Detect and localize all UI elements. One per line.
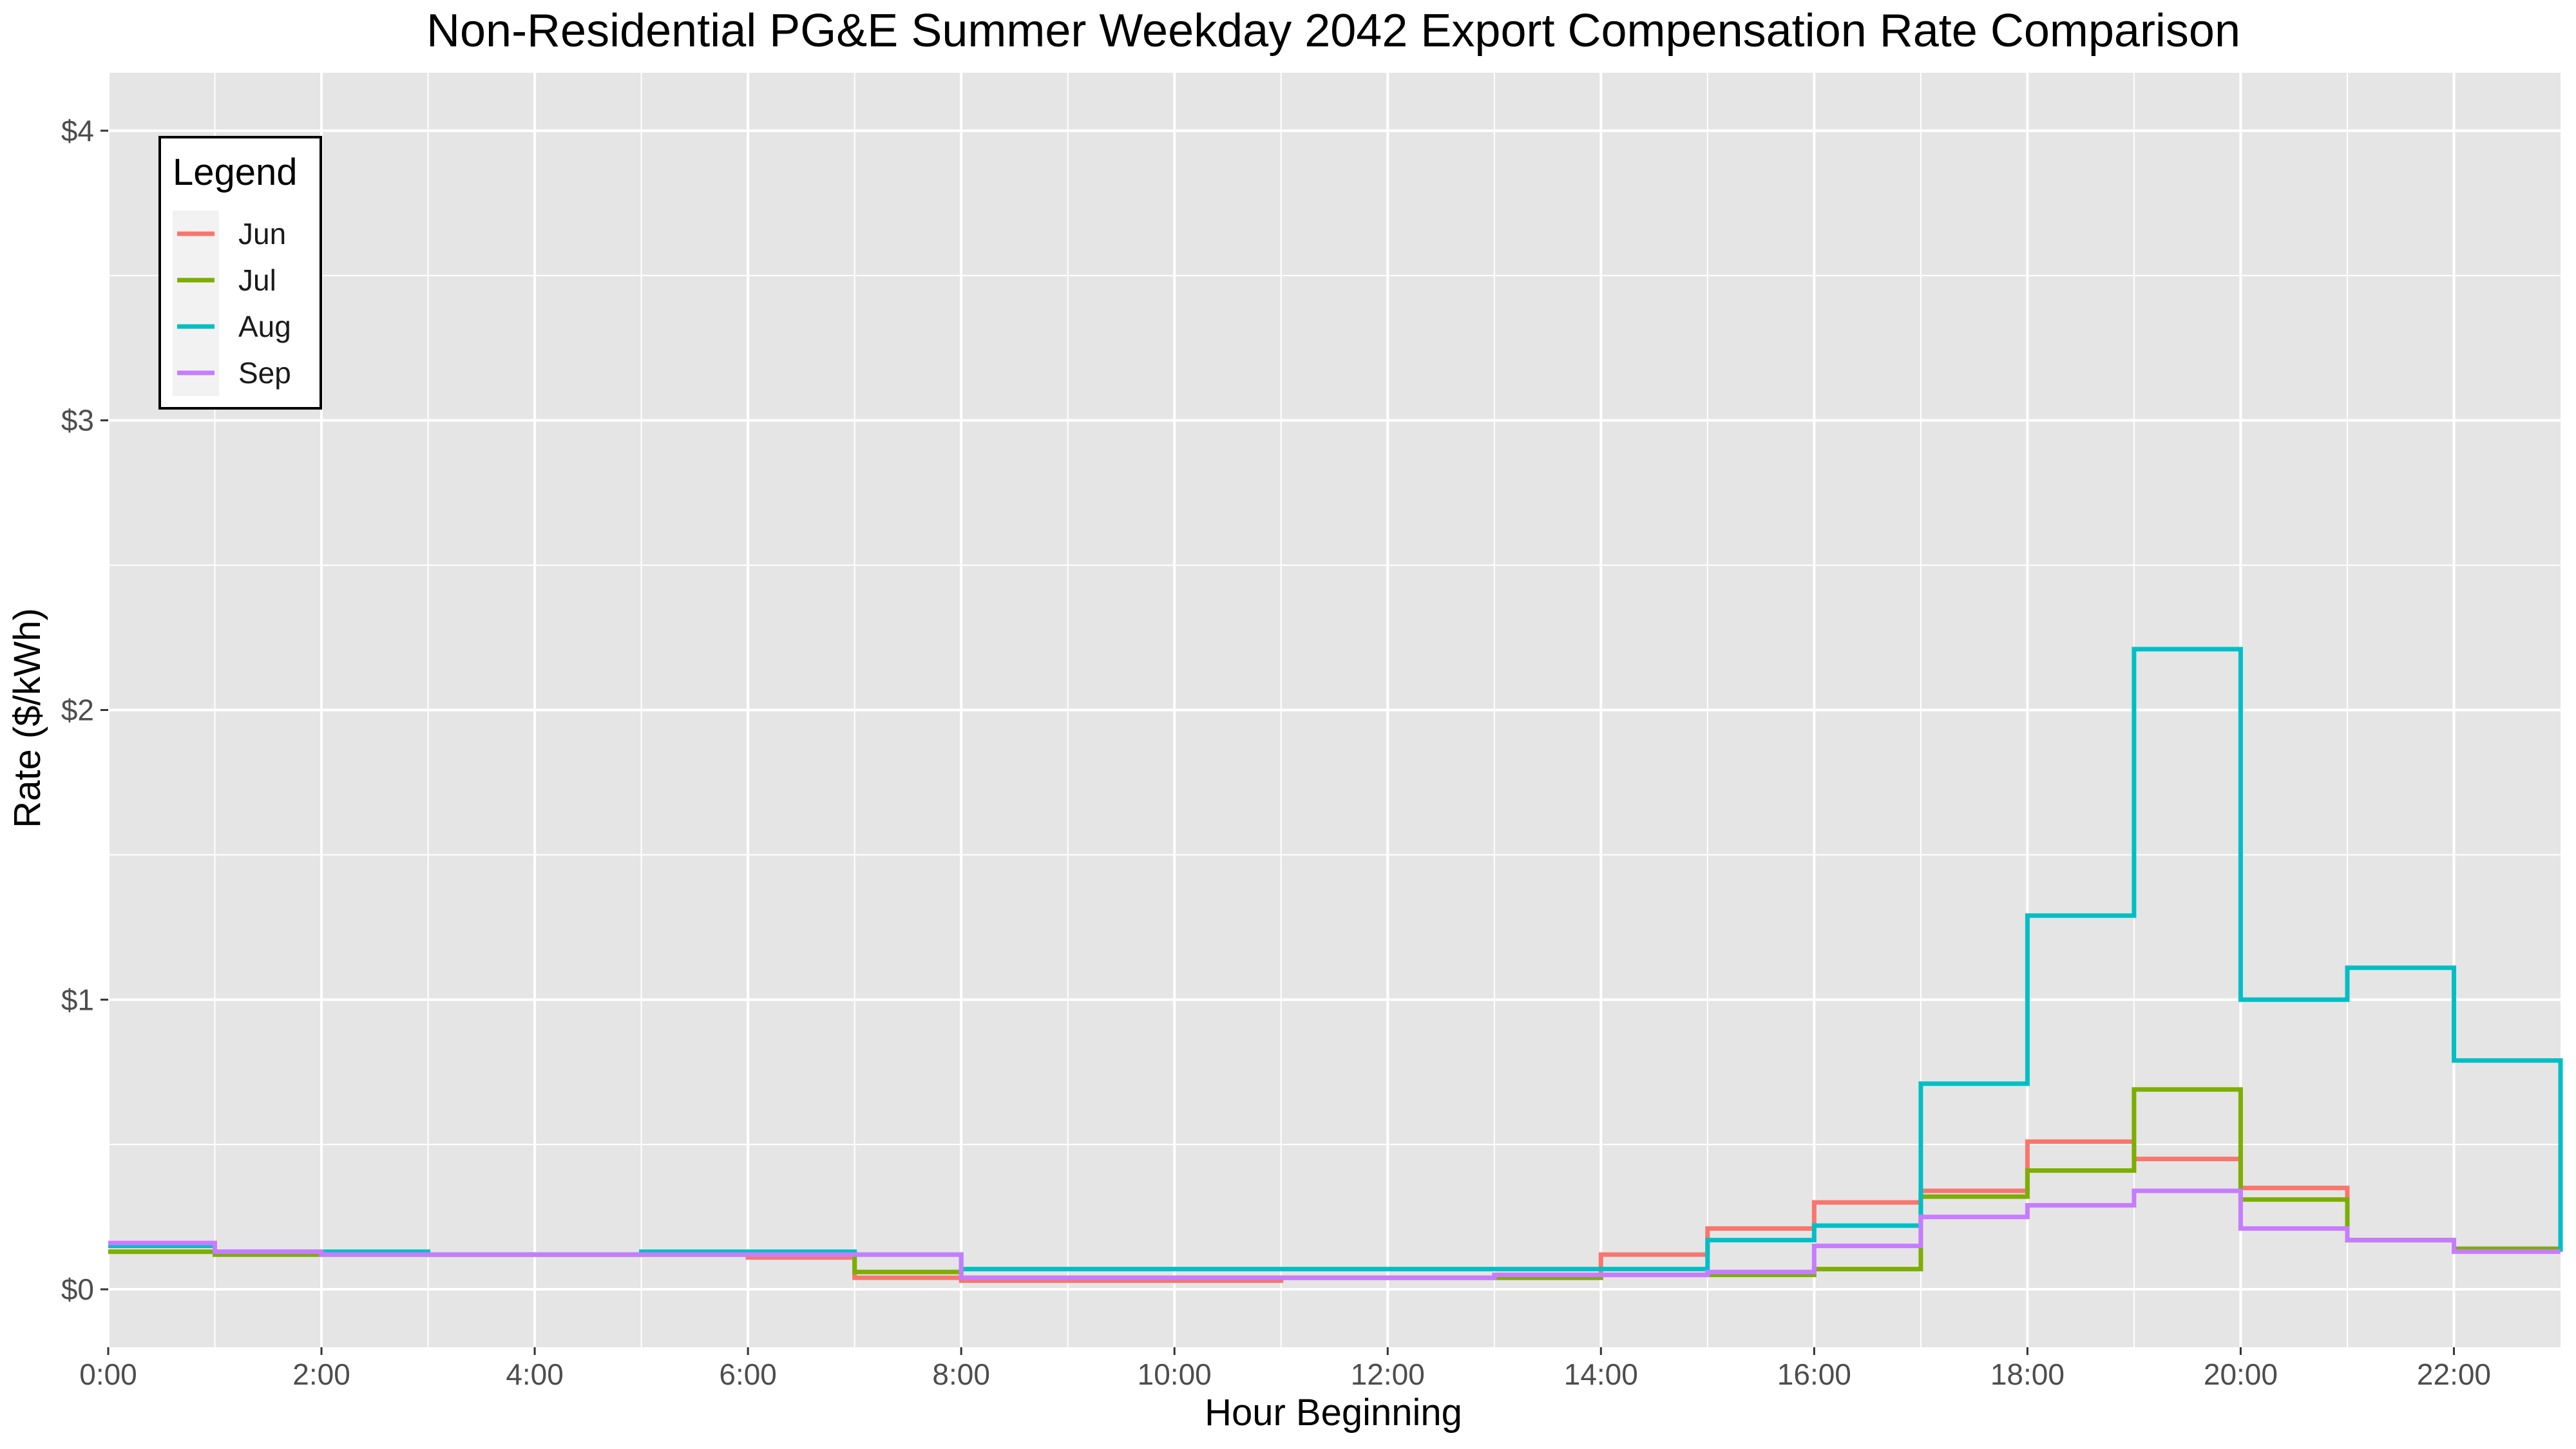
x-tick-label: 12:00 (1351, 1358, 1425, 1391)
x-tick-label: 22:00 (2417, 1358, 2491, 1391)
y-axis-title: Rate ($/kWh) (6, 608, 48, 828)
x-tick-label: 14:00 (1564, 1358, 1638, 1391)
y-tick-label: $4 (61, 114, 94, 147)
x-axis-ticks: 0:00 2:00 4:00 6:00 8:00 10:00 12:00 14:00 16:00… (79, 1347, 2491, 1391)
legend-title: Legend (173, 151, 298, 193)
legend-label-jul: Jul (238, 263, 276, 297)
y-tick-label: $3 (61, 404, 94, 437)
x-tick-label: 20:00 (2204, 1358, 2278, 1391)
legend: Legend Jun Jul Aug Sep (158, 136, 322, 410)
y-tick-label: $0 (61, 1273, 94, 1306)
y-axis-ticks: $0 $1 $2 $3 $4 (61, 114, 108, 1306)
x-tick-label: 16:00 (1777, 1358, 1851, 1391)
x-tick-label: 10:00 (1138, 1358, 1212, 1391)
y-tick-label: $2 (61, 694, 94, 727)
x-tick-label: 6:00 (719, 1358, 777, 1391)
legend-label-aug: Aug (238, 310, 291, 343)
x-tick-label: 18:00 (1990, 1358, 2065, 1391)
legend-label-sep: Sep (238, 356, 291, 390)
x-axis-title: Hour Beginning (1205, 1392, 1462, 1434)
y-tick-label: $1 (61, 983, 94, 1016)
x-tick-label: 4:00 (506, 1358, 564, 1391)
x-tick-label: 0:00 (79, 1358, 137, 1391)
legend-label-jun: Jun (238, 217, 286, 251)
x-tick-label: 8:00 (932, 1358, 990, 1391)
series-line-sep (108, 1188, 2561, 1280)
series-layer (108, 647, 2563, 1283)
chart-title: Non-Residential PG&E Summer Weekday 2042… (426, 5, 2240, 57)
x-tick-label: 2:00 (292, 1358, 350, 1391)
